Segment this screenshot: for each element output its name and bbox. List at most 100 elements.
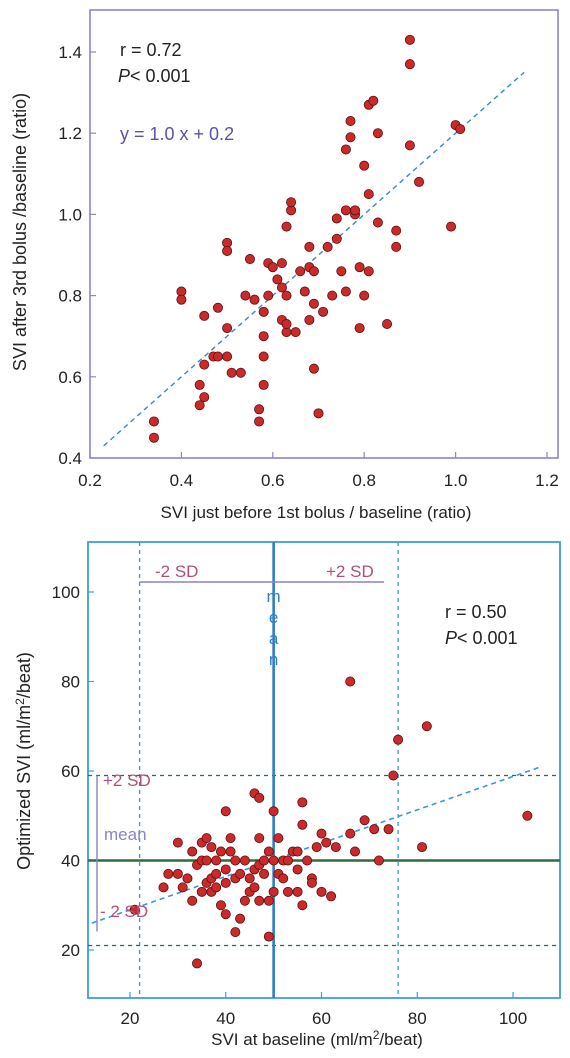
data-point	[220, 877, 231, 888]
data-point	[258, 351, 269, 362]
data-point	[316, 886, 327, 897]
y-tick-label: 0.6	[58, 368, 82, 387]
x-axis-ticks: 20 40 60 80 100	[121, 992, 527, 1028]
x-axis-label-main: SVI at baseline (ml/m	[211, 1030, 373, 1049]
data-point	[211, 868, 222, 879]
data-point	[331, 213, 342, 224]
data-point	[259, 855, 270, 866]
data-point	[215, 846, 226, 857]
data-point	[211, 882, 222, 893]
x-tick-label: 0.2	[78, 471, 102, 490]
data-point	[313, 408, 324, 419]
data-point	[306, 877, 317, 888]
data-point	[522, 810, 533, 821]
data-point	[230, 927, 241, 938]
data-point	[263, 290, 274, 301]
x-tick-label: 0.4	[170, 471, 194, 490]
y-tick-label: 0.8	[58, 287, 82, 306]
data-point	[299, 286, 310, 297]
data-point	[226, 367, 237, 378]
x-axis-label-unit: /beat)	[379, 1030, 422, 1049]
y-tick-label: 40	[61, 852, 80, 871]
y-tick-label: 100	[52, 583, 80, 602]
data-point	[258, 306, 269, 317]
data-point	[297, 797, 308, 808]
y-tick-label: 1.2	[58, 124, 82, 143]
data-point	[201, 833, 212, 844]
data-point	[158, 882, 169, 893]
data-point	[322, 241, 333, 252]
data-point	[414, 176, 425, 187]
data-point	[212, 351, 223, 362]
data-point	[368, 95, 379, 106]
data-point	[336, 266, 347, 277]
data-point	[311, 842, 322, 853]
data-point	[340, 286, 351, 297]
y-tick-label: 0.4	[58, 449, 82, 468]
x-tick-label: 100	[499, 1009, 527, 1028]
regression-line	[103, 71, 525, 447]
y-plus-2sd-label: +2 SD	[103, 771, 151, 790]
data-point	[327, 290, 338, 301]
x-tick-label: 40	[216, 1009, 235, 1028]
p-value: < 0.001	[130, 66, 191, 86]
x-tick-label: 1.0	[444, 471, 468, 490]
data-point	[326, 891, 337, 902]
data-point	[225, 833, 236, 844]
p-value: < 0.001	[457, 628, 518, 648]
data-point	[263, 846, 274, 857]
plot-frame	[89, 9, 559, 459]
data-point	[172, 837, 183, 848]
plot-frame	[87, 541, 561, 999]
x-tick-label: 0.8	[352, 471, 376, 490]
data-point	[382, 319, 393, 330]
data-point	[308, 363, 319, 374]
data-point	[359, 815, 370, 826]
data-point	[199, 359, 210, 370]
data-point	[292, 846, 303, 857]
data-point	[192, 958, 203, 969]
data-point	[244, 873, 255, 884]
y-axis-label-sup: 2	[13, 698, 27, 705]
data-point	[297, 900, 308, 911]
data-point	[230, 855, 241, 866]
data-point	[281, 221, 292, 232]
data-point	[235, 868, 246, 879]
data-point	[372, 128, 383, 139]
data-point	[354, 262, 365, 273]
x-minus-2sd-label: -2 SD	[155, 562, 198, 581]
data-point	[278, 873, 289, 884]
data-point	[235, 913, 246, 924]
data-point	[194, 400, 205, 411]
ratio-scatter-svg: 0.2 0.4 0.6 0.8 1.0 1.2 0.4 0.6 0.8 1.0 1.2 1.4 r …	[10, 9, 559, 522]
y-tick-label: 80	[61, 673, 80, 692]
data-point	[177, 882, 188, 893]
data-point	[273, 833, 284, 844]
x-mean-letter: n	[269, 650, 278, 669]
data-point	[268, 886, 279, 897]
data-point	[254, 792, 265, 803]
data-point	[254, 833, 265, 844]
data-point	[286, 197, 297, 208]
data-point	[222, 323, 233, 334]
data-point	[268, 855, 279, 866]
y-minus-2sd-label: - 2 SD	[100, 902, 148, 921]
data-point	[363, 189, 374, 200]
data-point	[263, 931, 274, 942]
data-point	[282, 855, 293, 866]
data-point	[254, 416, 265, 427]
x-tick-label: 80	[408, 1009, 427, 1028]
data-point	[194, 379, 205, 390]
data-point	[268, 806, 279, 817]
data-point	[199, 392, 210, 403]
data-point	[220, 864, 231, 875]
x-tick-label: 0.6	[261, 471, 285, 490]
data-point	[302, 855, 313, 866]
y-tick-label: 1.4	[58, 43, 82, 62]
data-point	[254, 895, 265, 906]
data-point	[404, 140, 415, 151]
data-point	[249, 882, 260, 893]
x-axis-ticks: 0.2 0.4 0.6 0.8 1.0 1.2	[78, 452, 559, 490]
y-mean-label: mean	[104, 825, 147, 844]
y-axis-label: SVI after 3rd bolus /baseline (ratio)	[10, 93, 30, 371]
